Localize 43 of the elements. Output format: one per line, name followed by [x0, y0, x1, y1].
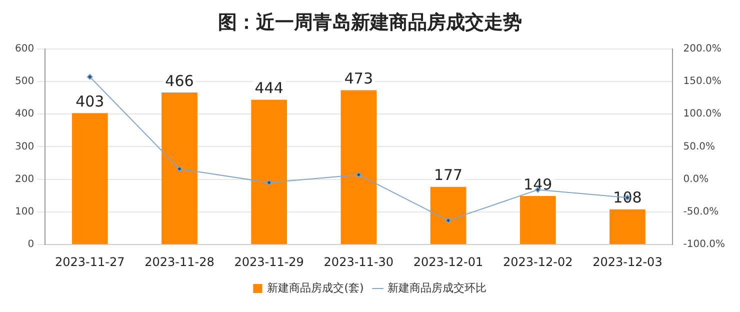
- x-tick-label: 2023-12-02: [502, 254, 573, 269]
- y2-tick-label: 150.0%: [683, 76, 722, 88]
- data-label: 466: [165, 72, 194, 90]
- x-tick-label: 2023-11-30: [324, 254, 394, 269]
- x-tick-label: 2023-12-03: [592, 254, 662, 269]
- bar: [251, 100, 287, 244]
- data-label: 473: [344, 70, 373, 88]
- y-tick-label: 400: [14, 108, 34, 120]
- data-label: 108: [613, 188, 642, 207]
- data-label: 444: [254, 79, 284, 98]
- x-tick-label: 2023-11-27: [55, 254, 125, 269]
- chart-title: 图：近一周青岛新建商品房成交走势: [218, 11, 522, 34]
- y-tick-label: 100: [14, 206, 34, 218]
- point: [356, 172, 362, 178]
- data-label: 177: [434, 166, 463, 184]
- x-tick-label: 2023-12-01: [413, 254, 484, 269]
- point: [445, 217, 452, 224]
- y2-tick-label: -100.0%: [683, 239, 726, 250]
- bar: [610, 209, 646, 244]
- bar: [520, 196, 556, 244]
- bar: [162, 92, 198, 244]
- y2-tick-label: 0.0%: [683, 174, 709, 185]
- bar: [340, 90, 377, 244]
- data-label: 403: [76, 92, 104, 110]
- legend-label: 新建商品房成交环比: [387, 281, 486, 294]
- legend-label: 新建商品房成交(套): [267, 281, 364, 294]
- y-tick-label: 300: [14, 141, 34, 152]
- point: [266, 180, 272, 186]
- y-tick-label: 200: [14, 174, 34, 185]
- y2-tick-label: -50.0%: [683, 206, 719, 218]
- x-tick-label: 2023-11-29: [234, 254, 304, 269]
- bar: [430, 186, 466, 244]
- data-label: 149: [524, 175, 552, 194]
- bar: [72, 113, 108, 244]
- y2-tick-label: 200.0%: [683, 43, 722, 54]
- y-tick-label: 600: [14, 43, 34, 54]
- y2-tick-label: 100.0%: [683, 108, 722, 120]
- y-tick-label: 0: [28, 239, 34, 250]
- y2-tick-label: 50.0%: [683, 141, 716, 152]
- x-tick-label: 2023-11-28: [144, 254, 214, 269]
- point: [86, 74, 93, 80]
- point: [176, 166, 182, 172]
- y-tick-label: 500: [14, 76, 34, 88]
